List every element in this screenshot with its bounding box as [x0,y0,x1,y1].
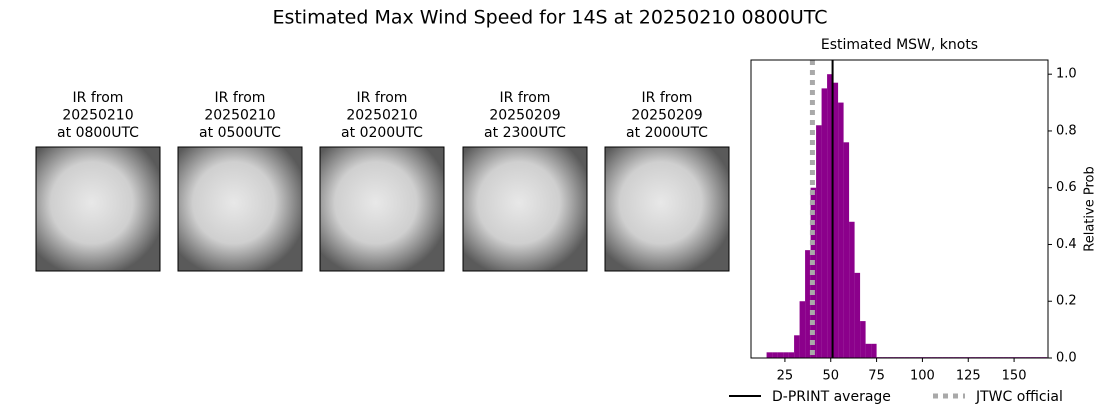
x-tick-label: 50 [822,369,839,384]
y-tick-label: 0.4 [1056,237,1077,252]
bar [838,102,844,358]
panel-title: 20250209 [489,108,560,124]
bar [832,82,839,358]
bar [816,125,822,359]
x-tick-label: 75 [868,369,885,384]
panel-title: 20250210 [62,108,133,124]
bar [827,74,833,358]
y-tick-label: 1.0 [1056,67,1077,82]
x-tick-label: 100 [910,369,935,384]
panel-title: 20250209 [631,108,702,124]
bar [772,352,778,358]
bar [821,88,828,358]
x-tick-label: 150 [1002,369,1027,384]
panel-title: IR from [215,90,266,106]
chart-title: Estimated MSW, knots [821,37,978,53]
y-tick-label: 0.8 [1056,123,1077,138]
y-tick-label: 0.2 [1056,294,1077,309]
plot-frame [750,59,1049,359]
bar [766,352,773,358]
y-axis-label: Relative Prob [1083,166,1098,251]
x-tick-label: 125 [956,369,981,384]
bar [871,343,877,358]
bar [788,352,795,358]
bar [854,272,861,358]
panel-title: 20250210 [346,108,417,124]
panel-title: IR from [73,90,124,106]
panel-title: IR from [357,90,408,106]
bar [799,301,806,358]
legend-label: D-PRINT average [772,389,891,405]
ir-image [462,146,588,272]
bar [843,142,850,358]
panel-title: at 0500UTC [199,125,281,141]
ir-image [319,146,445,272]
ir-image [604,146,730,272]
bar [849,221,855,358]
ir-image [177,146,303,272]
y-tick-label: 0.6 [1056,180,1077,195]
x-tick-label: 25 [777,369,794,384]
panel-title: IR from [642,90,693,106]
figure-title: Estimated Max Wind Speed for 14S at 2025… [272,7,827,29]
panel-title: at 2300UTC [484,125,566,141]
bar [794,335,800,358]
bar [865,343,872,358]
bar [860,321,866,358]
ir-image [35,146,161,272]
y-tick-label: 0.0 [1056,351,1077,366]
panel-title: at 0800UTC [57,125,139,141]
panel-title: IR from [500,90,551,106]
legend-label: JTWC official [975,389,1063,405]
panel-title: at 0200UTC [341,125,423,141]
panel-title: at 2000UTC [626,125,708,141]
bar [805,250,811,358]
panel-title: 20250210 [204,108,275,124]
bar [783,352,789,358]
bar [777,352,784,358]
